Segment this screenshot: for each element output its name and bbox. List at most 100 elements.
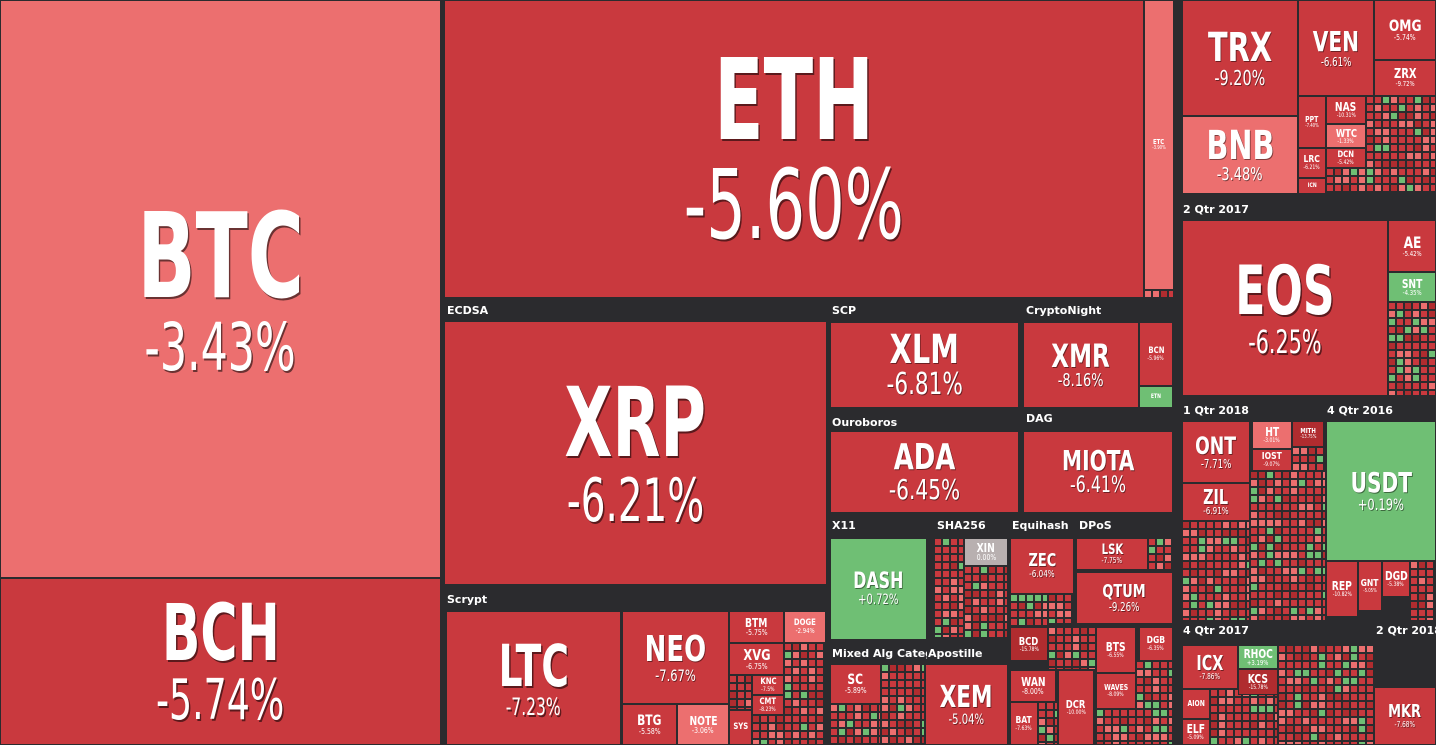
small-coin-tile[interactable] [1350, 733, 1358, 741]
small-coin-tile[interactable] [1282, 511, 1290, 519]
small-coin-tile[interactable] [1298, 575, 1306, 583]
small-coin-tile[interactable] [1250, 583, 1258, 591]
small-coin-tile[interactable] [1250, 607, 1258, 615]
small-coin-tile[interactable] [1160, 717, 1168, 725]
small-coin-tile[interactable] [1406, 160, 1414, 168]
small-coin-tile[interactable] [824, 659, 826, 667]
small-coin-tile[interactable] [881, 704, 889, 712]
small-coin-tile[interactable] [1322, 487, 1326, 495]
small-coin-tile[interactable] [1238, 601, 1246, 609]
small-coin-tile[interactable] [1406, 168, 1414, 176]
small-coin-tile[interactable] [1274, 697, 1278, 705]
small-coin-tile[interactable] [921, 736, 925, 744]
small-coin-tile[interactable] [1112, 725, 1120, 733]
small-coin-tile[interactable] [792, 667, 800, 675]
small-coin-tile[interactable] [1374, 168, 1382, 176]
small-coin-tile[interactable] [1310, 725, 1318, 733]
small-coin-tile[interactable] [964, 622, 972, 630]
small-coin-tile[interactable] [1144, 741, 1152, 745]
small-coin-tile[interactable] [1042, 610, 1048, 618]
small-coin-tile[interactable] [1396, 366, 1404, 374]
small-coin-tile[interactable] [808, 675, 816, 683]
coin-tile-doge[interactable]: DOGE -2.94% [784, 611, 826, 643]
small-coin-tile[interactable] [1250, 567, 1258, 575]
small-coin-tile[interactable] [897, 696, 905, 704]
small-coin-tile[interactable] [905, 664, 913, 672]
small-coin-tile[interactable] [1210, 697, 1218, 705]
small-coin-tile[interactable] [1406, 136, 1414, 144]
small-coin-tile[interactable] [988, 582, 996, 590]
small-coin-tile[interactable] [1198, 537, 1206, 545]
small-coin-tile[interactable] [1430, 192, 1436, 194]
small-coin-tile[interactable] [1412, 350, 1420, 358]
small-coin-tile[interactable] [1414, 120, 1422, 128]
small-coin-tile[interactable] [1428, 358, 1436, 366]
small-coin-tile[interactable] [1366, 709, 1374, 717]
small-coin-tile[interactable] [964, 630, 972, 638]
small-coin-tile[interactable] [942, 602, 950, 610]
small-coin-tile[interactable] [921, 688, 925, 696]
small-coin-tile[interactable] [1258, 559, 1266, 567]
small-coin-tile[interactable] [1182, 601, 1190, 609]
small-coin-tile[interactable] [1326, 192, 1334, 194]
small-coin-tile[interactable] [1266, 729, 1274, 737]
small-coin-tile[interactable] [897, 736, 905, 744]
small-coin-tile[interactable] [1414, 112, 1422, 120]
small-coin-tile[interactable] [1422, 112, 1430, 120]
small-coin-tile[interactable] [1206, 577, 1214, 585]
small-coin-tile[interactable] [1278, 693, 1286, 701]
small-coin-tile[interactable] [958, 546, 964, 554]
small-coin-tile[interactable] [1080, 643, 1088, 651]
small-coin-tile[interactable] [1088, 627, 1096, 635]
small-coin-tile[interactable] [1160, 733, 1168, 741]
small-coin-tile[interactable] [980, 598, 988, 606]
coin-tile-bcn[interactable]: BCN -5.96% [1139, 322, 1173, 386]
small-coin-tile[interactable] [1428, 302, 1436, 310]
small-coin-tile[interactable] [1322, 559, 1326, 567]
small-coin-tile[interactable] [816, 659, 824, 667]
small-coin-tile[interactable] [1306, 543, 1314, 551]
small-coin-tile[interactable] [1382, 120, 1390, 128]
small-coin-tile[interactable] [1358, 741, 1366, 745]
small-coin-tile[interactable] [1306, 575, 1314, 583]
small-coins-cluster[interactable] [1136, 661, 1173, 745]
small-coin-tile[interactable] [1342, 661, 1350, 669]
small-coin-tile[interactable] [1342, 645, 1350, 653]
small-coin-tile[interactable] [1428, 342, 1436, 350]
small-coin-tile[interactable] [950, 578, 958, 586]
small-coin-tile[interactable] [1010, 610, 1018, 618]
small-coin-tile[interactable] [1366, 693, 1374, 701]
small-coin-tile[interactable] [1136, 717, 1144, 725]
small-coin-tile[interactable] [816, 675, 824, 683]
small-coin-tile[interactable] [1048, 602, 1056, 610]
small-coin-tile[interactable] [1266, 551, 1274, 559]
small-coin-tile[interactable] [1226, 697, 1234, 705]
small-coin-tile[interactable] [808, 651, 816, 659]
small-coin-tile[interactable] [1250, 575, 1258, 583]
small-coin-tile[interactable] [1412, 326, 1420, 334]
small-coin-tile[interactable] [1314, 511, 1322, 519]
small-coin-tile[interactable] [972, 638, 980, 640]
small-coin-tile[interactable] [1198, 569, 1206, 577]
small-coin-tile[interactable] [972, 574, 980, 582]
small-coin-tile[interactable] [1310, 741, 1318, 745]
small-coin-tile[interactable] [1182, 529, 1190, 537]
small-coin-tile[interactable] [1294, 669, 1302, 677]
small-coin-tile[interactable] [1388, 382, 1396, 390]
small-coin-tile[interactable] [972, 566, 980, 574]
small-coin-tile[interactable] [1404, 390, 1412, 396]
small-coin-tile[interactable] [1160, 685, 1168, 693]
small-coin-tile[interactable] [1246, 529, 1250, 537]
small-coin-tile[interactable] [784, 691, 792, 699]
small-coin-tile[interactable] [1388, 366, 1396, 374]
small-coin-tile[interactable] [1104, 725, 1112, 733]
small-coin-tile[interactable] [1274, 599, 1282, 607]
small-coin-tile[interactable] [838, 728, 846, 736]
coin-tile-ada[interactable]: ADA -6.45% [830, 431, 1019, 513]
small-coin-tile[interactable] [958, 562, 964, 570]
small-coin-tile[interactable] [1326, 669, 1334, 677]
small-coin-tile[interactable] [1190, 569, 1198, 577]
small-coin-tile[interactable] [1230, 609, 1238, 617]
small-coin-tile[interactable] [1420, 382, 1428, 390]
small-coin-tile[interactable] [1390, 104, 1398, 112]
